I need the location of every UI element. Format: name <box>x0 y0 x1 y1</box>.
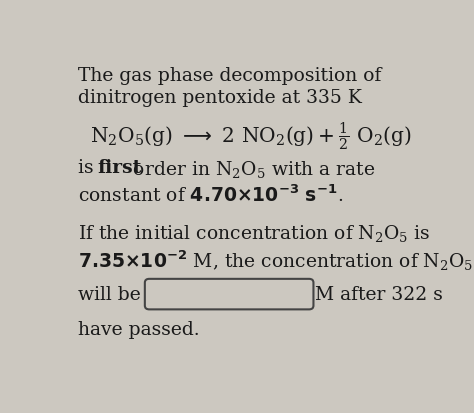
Text: first: first <box>98 159 142 177</box>
Text: order in $\mathregular{N_2O_5}$ with a rate: order in $\mathregular{N_2O_5}$ with a r… <box>127 159 376 180</box>
Text: M after 322 s: M after 322 s <box>315 287 442 304</box>
Text: The gas phase decomposition of: The gas phase decomposition of <box>78 67 381 85</box>
Text: will be: will be <box>78 287 140 304</box>
Text: $\bf{7.35{\times}10^{-2}}$ M, the concentration of $\mathregular{N_2O_5}$: $\bf{7.35{\times}10^{-2}}$ M, the concen… <box>78 248 473 273</box>
Text: dinitrogen pentoxide at 335 K: dinitrogen pentoxide at 335 K <box>78 89 362 107</box>
Text: is: is <box>78 159 99 177</box>
Text: constant of $\bf{4.70{\times}10^{-3}\ s^{-1}}$.: constant of $\bf{4.70{\times}10^{-3}\ s^… <box>78 185 343 206</box>
Text: $\mathregular{N_2O_5(g)}$$\ \longrightarrow\ $$\mathregular{2\ NO_2(g) + \frac{1: $\mathregular{N_2O_5(g)}$$\ \longrightar… <box>90 121 411 153</box>
Text: have passed.: have passed. <box>78 321 199 339</box>
FancyBboxPatch shape <box>145 279 313 309</box>
Text: If the initial concentration of $\mathregular{N_2O_5}$ is: If the initial concentration of $\mathre… <box>78 223 430 244</box>
